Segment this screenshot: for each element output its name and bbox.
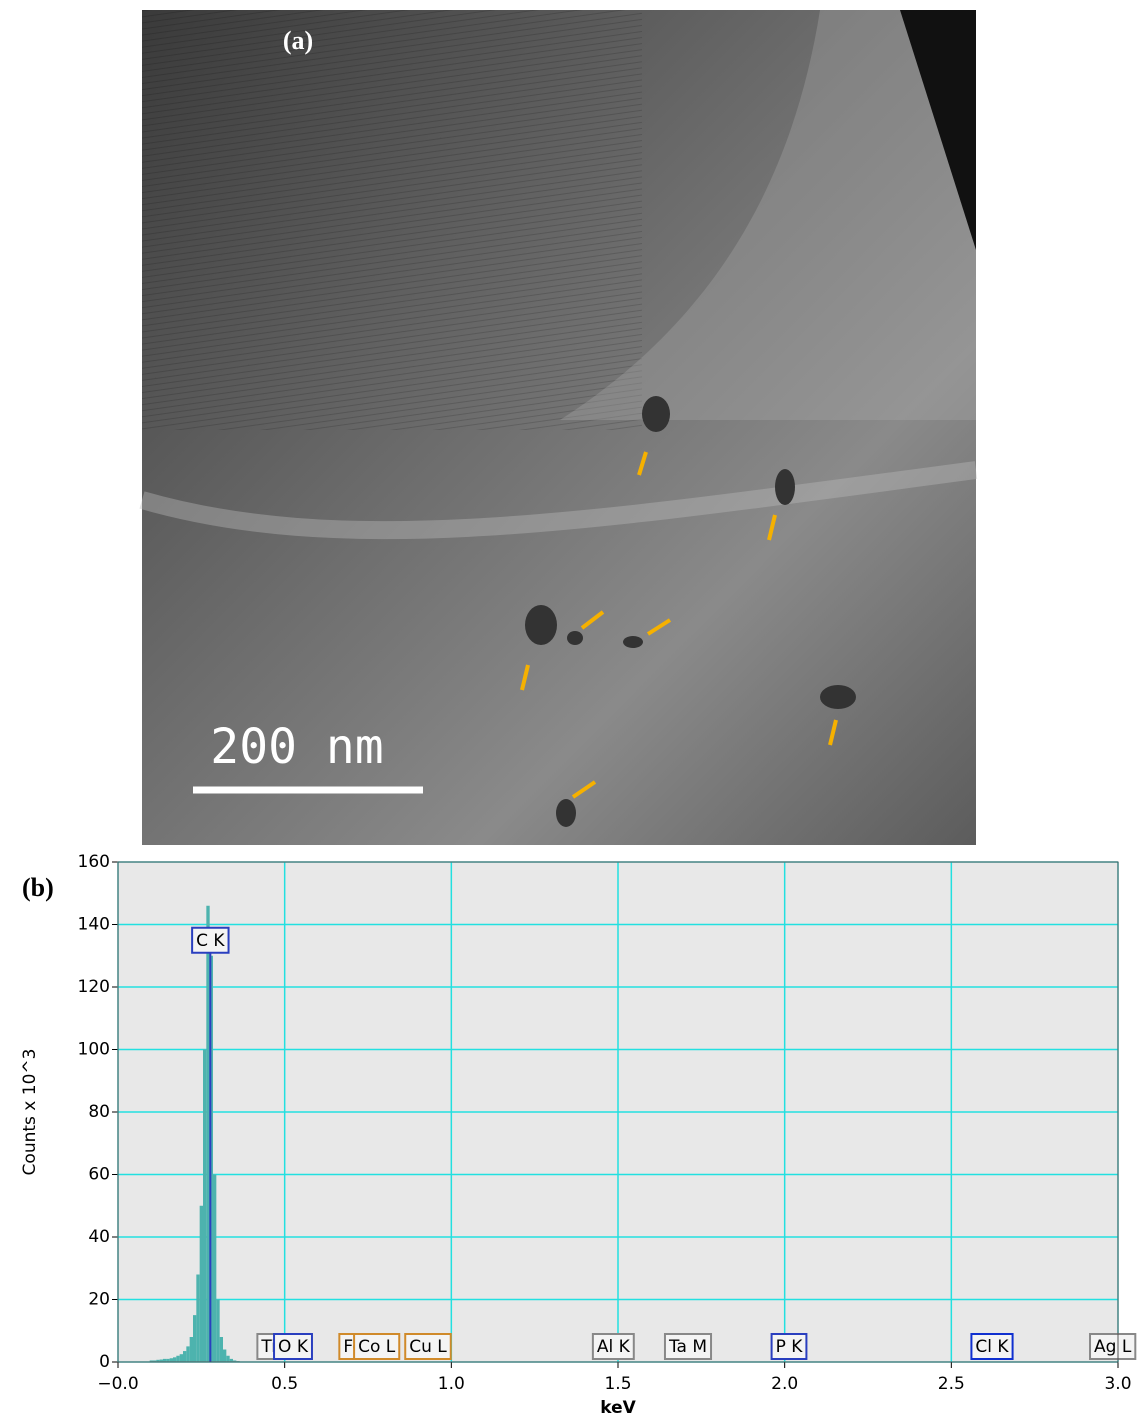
peak-label: C K [196,931,225,951]
peak-marker: P K [770,1333,808,1360]
y-tick-label: 60 [88,1165,110,1185]
bar [223,1349,227,1362]
bar [196,1274,200,1362]
peak-marker: Al K [591,1333,635,1360]
x-tick-label: 1.5 [604,1374,631,1394]
bar [163,1358,167,1362]
x-tick-label: 0.5 [271,1374,298,1394]
y-tick-label: 40 [88,1227,110,1247]
panel-label: (b) [22,873,54,902]
peak-label: Cu L [409,1337,447,1357]
bar [193,1315,197,1362]
y-tick-label: 80 [88,1102,110,1122]
y-axis-label: Counts x 10^3 [20,1049,40,1176]
bar [169,1358,173,1362]
peak-marker: Ag L [1089,1333,1137,1360]
peak-box [404,1333,452,1360]
bar [186,1346,190,1362]
peak-box [273,1333,313,1360]
peak-marker: C K [191,926,230,1362]
bar [153,1360,157,1362]
peak-label: Ti [260,1337,276,1357]
bar [203,1049,207,1362]
bar [233,1360,237,1362]
y-tick-label: 160 [78,852,110,872]
peak-label: Ta M [668,1337,707,1357]
bar [229,1358,233,1362]
x-tick-label: 1.0 [438,1374,465,1394]
y-tick-label: 20 [88,1290,110,1310]
bar [179,1354,183,1362]
bar [173,1357,177,1362]
y-tick-label: 140 [78,915,110,935]
x-tick-label: −0.0 [97,1374,138,1394]
peak-label: Co L [358,1337,396,1357]
bar [166,1358,170,1362]
peak-label: Ag L [1094,1337,1132,1357]
bar [176,1355,180,1362]
peak-marker: Co L [353,1333,401,1360]
y-tick-label: 100 [78,1040,110,1060]
peak-box [591,1333,635,1360]
peak-box [970,1333,1014,1360]
x-tick-label: 2.0 [771,1374,798,1394]
peak-label: Al K [597,1337,631,1357]
bar [149,1360,153,1362]
plot-frame [117,861,1119,1363]
peak-box [1089,1333,1137,1360]
peak-label: Cl K [975,1337,1009,1357]
peak-marker: O K [273,1333,313,1360]
bar [199,1205,203,1362]
peak-label: O K [278,1337,309,1357]
x-tick-label: 3.0 [1104,1374,1131,1394]
bar [189,1337,193,1362]
x-axis-label: keV [600,1398,636,1418]
y-tick-label: 120 [78,977,110,997]
peak-label: P K [776,1337,804,1357]
panel-label: (a) [283,26,313,55]
bar [183,1351,187,1362]
peak-box [663,1333,713,1360]
peak-box [770,1333,808,1360]
bar [219,1337,223,1362]
bar [156,1359,160,1362]
scale-bar-label: 200 nm [210,719,383,775]
tem-image: 200 nm (a) [139,10,978,845]
peak-marker: Ta M [663,1333,713,1360]
bar [159,1359,163,1362]
bar [209,955,213,1362]
x-tick-label: 2.5 [938,1374,965,1394]
peak-marker: Cu L [404,1333,452,1360]
bar [216,1299,220,1362]
bar [206,905,210,1362]
bar [226,1355,230,1362]
bar [213,1174,217,1362]
peak-marker: Cl K [970,1333,1014,1360]
y-tick-label: 0 [99,1352,110,1372]
peak-box [353,1333,401,1360]
